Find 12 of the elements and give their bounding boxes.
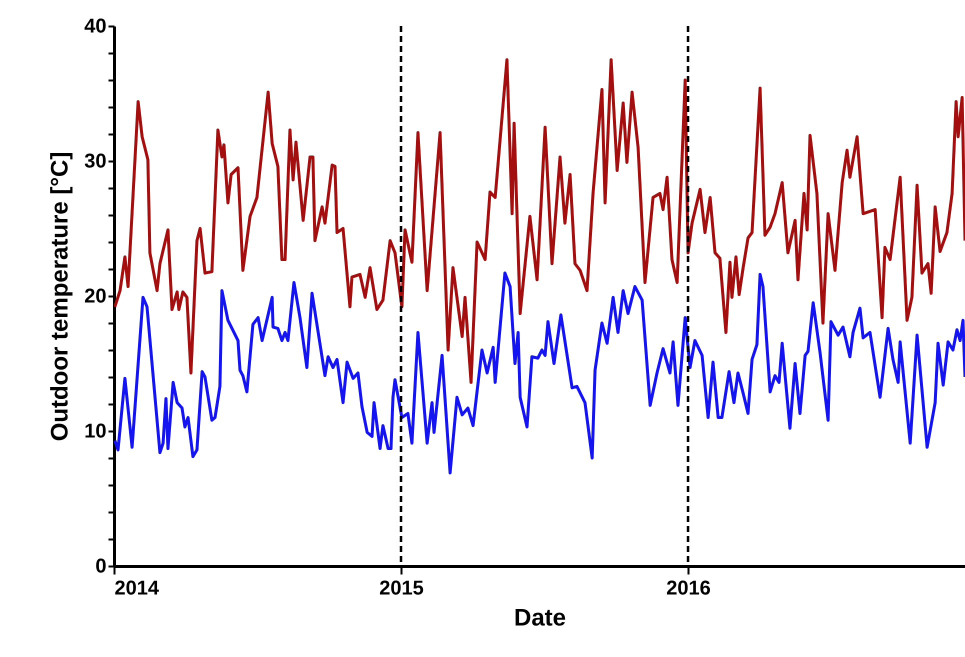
y-tick-label: 0 [95, 556, 106, 578]
x-tick-label: 2016 [666, 578, 711, 600]
line-series [114, 58, 965, 384]
x-tick-label: 2014 [114, 578, 160, 600]
y-tick-label: 40 [84, 16, 106, 38]
y-tick-label: 10 [84, 420, 106, 442]
y-tick-label: 30 [84, 150, 106, 172]
line-series [114, 272, 965, 474]
y-tick-label: 20 [84, 286, 106, 308]
x-axis-title: Date [514, 604, 566, 632]
y-axis-title: Outdoor temperature [°C] [46, 152, 74, 442]
x-tick-label: 2015 [379, 578, 424, 600]
